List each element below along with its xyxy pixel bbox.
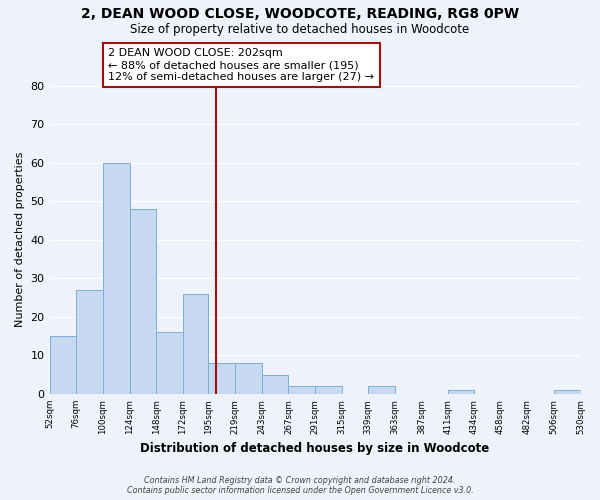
- Bar: [208, 363, 235, 394]
- Bar: [130, 209, 156, 394]
- Bar: [183, 294, 208, 394]
- Bar: [554, 390, 581, 394]
- Bar: [289, 386, 315, 394]
- Text: Size of property relative to detached houses in Woodcote: Size of property relative to detached ho…: [130, 22, 470, 36]
- X-axis label: Distribution of detached houses by size in Woodcote: Distribution of detached houses by size …: [140, 442, 490, 455]
- Bar: [315, 386, 341, 394]
- Bar: [368, 386, 395, 394]
- Bar: [76, 290, 103, 394]
- Bar: [235, 363, 262, 394]
- Text: 2, DEAN WOOD CLOSE, WOODCOTE, READING, RG8 0PW: 2, DEAN WOOD CLOSE, WOODCOTE, READING, R…: [81, 8, 519, 22]
- Text: Contains HM Land Registry data © Crown copyright and database right 2024.
Contai: Contains HM Land Registry data © Crown c…: [127, 476, 473, 495]
- Bar: [156, 332, 183, 394]
- Bar: [103, 162, 130, 394]
- Bar: [448, 390, 474, 394]
- Bar: [50, 336, 76, 394]
- Bar: [262, 374, 289, 394]
- Text: 2 DEAN WOOD CLOSE: 202sqm
← 88% of detached houses are smaller (195)
12% of semi: 2 DEAN WOOD CLOSE: 202sqm ← 88% of detac…: [109, 48, 374, 82]
- Y-axis label: Number of detached properties: Number of detached properties: [15, 152, 25, 328]
